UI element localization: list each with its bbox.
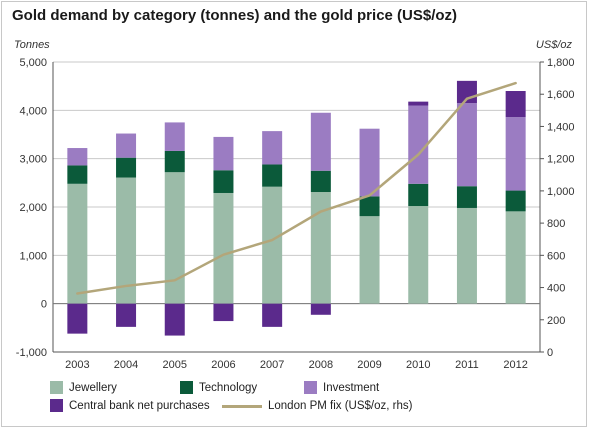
- bar-jewellery-2006: [213, 192, 234, 304]
- bar-investment-2009: [359, 128, 380, 197]
- bar-central-bank-2003: [67, 303, 88, 334]
- y-right-tick-label: 1,800: [547, 57, 575, 69]
- x-tick-label: 2008: [309, 359, 333, 371]
- chart-title: Gold demand by category (tonnes) and the…: [12, 7, 458, 24]
- y-right-tick-label: 1,000: [547, 186, 575, 198]
- bar-central-bank-2004: [116, 303, 137, 327]
- bar-technology-2004: [116, 157, 137, 178]
- x-tick-label: 2004: [114, 359, 138, 371]
- bar-central-bank-2010: [408, 101, 429, 106]
- y-right-tick-label: 200: [547, 315, 565, 327]
- bar-technology-2003: [67, 165, 88, 184]
- bar-central-bank-2012: [505, 91, 526, 118]
- bar-investment-2006: [213, 136, 234, 171]
- bar-investment-2010: [408, 105, 429, 184]
- bar-technology-2005: [164, 150, 185, 173]
- y-right-tick-label: 400: [547, 283, 565, 295]
- bar-technology-2011: [456, 186, 477, 208]
- bar-jewellery-2005: [164, 172, 185, 304]
- y-left-tick-label: 5,000: [19, 57, 47, 69]
- bar-jewellery-2010: [408, 206, 429, 304]
- y-right-tick-label: 1,600: [547, 89, 575, 101]
- bar-jewellery-2004: [116, 177, 137, 304]
- y-left-tick-label: 2,000: [19, 202, 47, 214]
- bar-investment-2007: [262, 131, 283, 165]
- bar-jewellery-2009: [359, 216, 380, 304]
- x-tick-label: 2003: [65, 359, 89, 371]
- bar-technology-2012: [505, 190, 526, 212]
- x-tick-label: 2005: [163, 359, 187, 371]
- price-line-london-pm-fix: [76, 81, 517, 295]
- bar-investment-2004: [116, 133, 137, 158]
- bar-technology-2006: [213, 170, 234, 193]
- y-right-tick-label: 1,400: [547, 121, 575, 133]
- bar-central-bank-2006: [213, 303, 234, 322]
- x-tick-label: 2009: [357, 359, 381, 371]
- bar-technology-2009: [359, 196, 380, 217]
- bar-jewellery-2007: [262, 186, 283, 304]
- bar-technology-2008: [310, 170, 331, 193]
- y-left-tick-label: 4,000: [19, 105, 47, 117]
- x-tick-label: 2012: [503, 359, 527, 371]
- bar-technology-2010: [408, 183, 429, 207]
- bar-technology-2007: [262, 164, 283, 187]
- x-tick-label: 2006: [211, 359, 235, 371]
- bar-investment-2011: [456, 103, 477, 187]
- y-right-tick-label: 600: [547, 250, 565, 262]
- y-left-tick-label: 0: [41, 299, 47, 311]
- bar-central-bank-2007: [262, 303, 283, 327]
- bar-jewellery-2003: [67, 183, 88, 304]
- y-left-tick-label: 1,000: [19, 250, 47, 262]
- y-left-tick-label: 3,000: [19, 154, 47, 166]
- left-axis-unit: Tonnes: [14, 39, 50, 51]
- x-tick-label: 2010: [406, 359, 430, 371]
- y-right-tick-label: 800: [547, 218, 565, 230]
- bar-investment-2003: [67, 148, 88, 166]
- bar-jewellery-2011: [456, 207, 477, 304]
- y-right-tick-label: 0: [547, 347, 553, 359]
- bar-investment-2005: [164, 122, 185, 151]
- y-right-tick-label: 1,200: [547, 154, 575, 166]
- bar-central-bank-2008: [310, 303, 331, 315]
- bar-jewellery-2012: [505, 211, 526, 304]
- bar-investment-2012: [505, 117, 526, 191]
- bar-investment-2008: [310, 112, 331, 171]
- y-left-tick-label: -1,000: [16, 347, 47, 359]
- x-tick-label: 2011: [455, 359, 479, 371]
- bar-jewellery-2008: [310, 192, 331, 304]
- right-axis-unit: US$/oz: [536, 39, 573, 51]
- x-tick-label: 2007: [260, 359, 284, 371]
- bar-central-bank-2005: [164, 303, 185, 336]
